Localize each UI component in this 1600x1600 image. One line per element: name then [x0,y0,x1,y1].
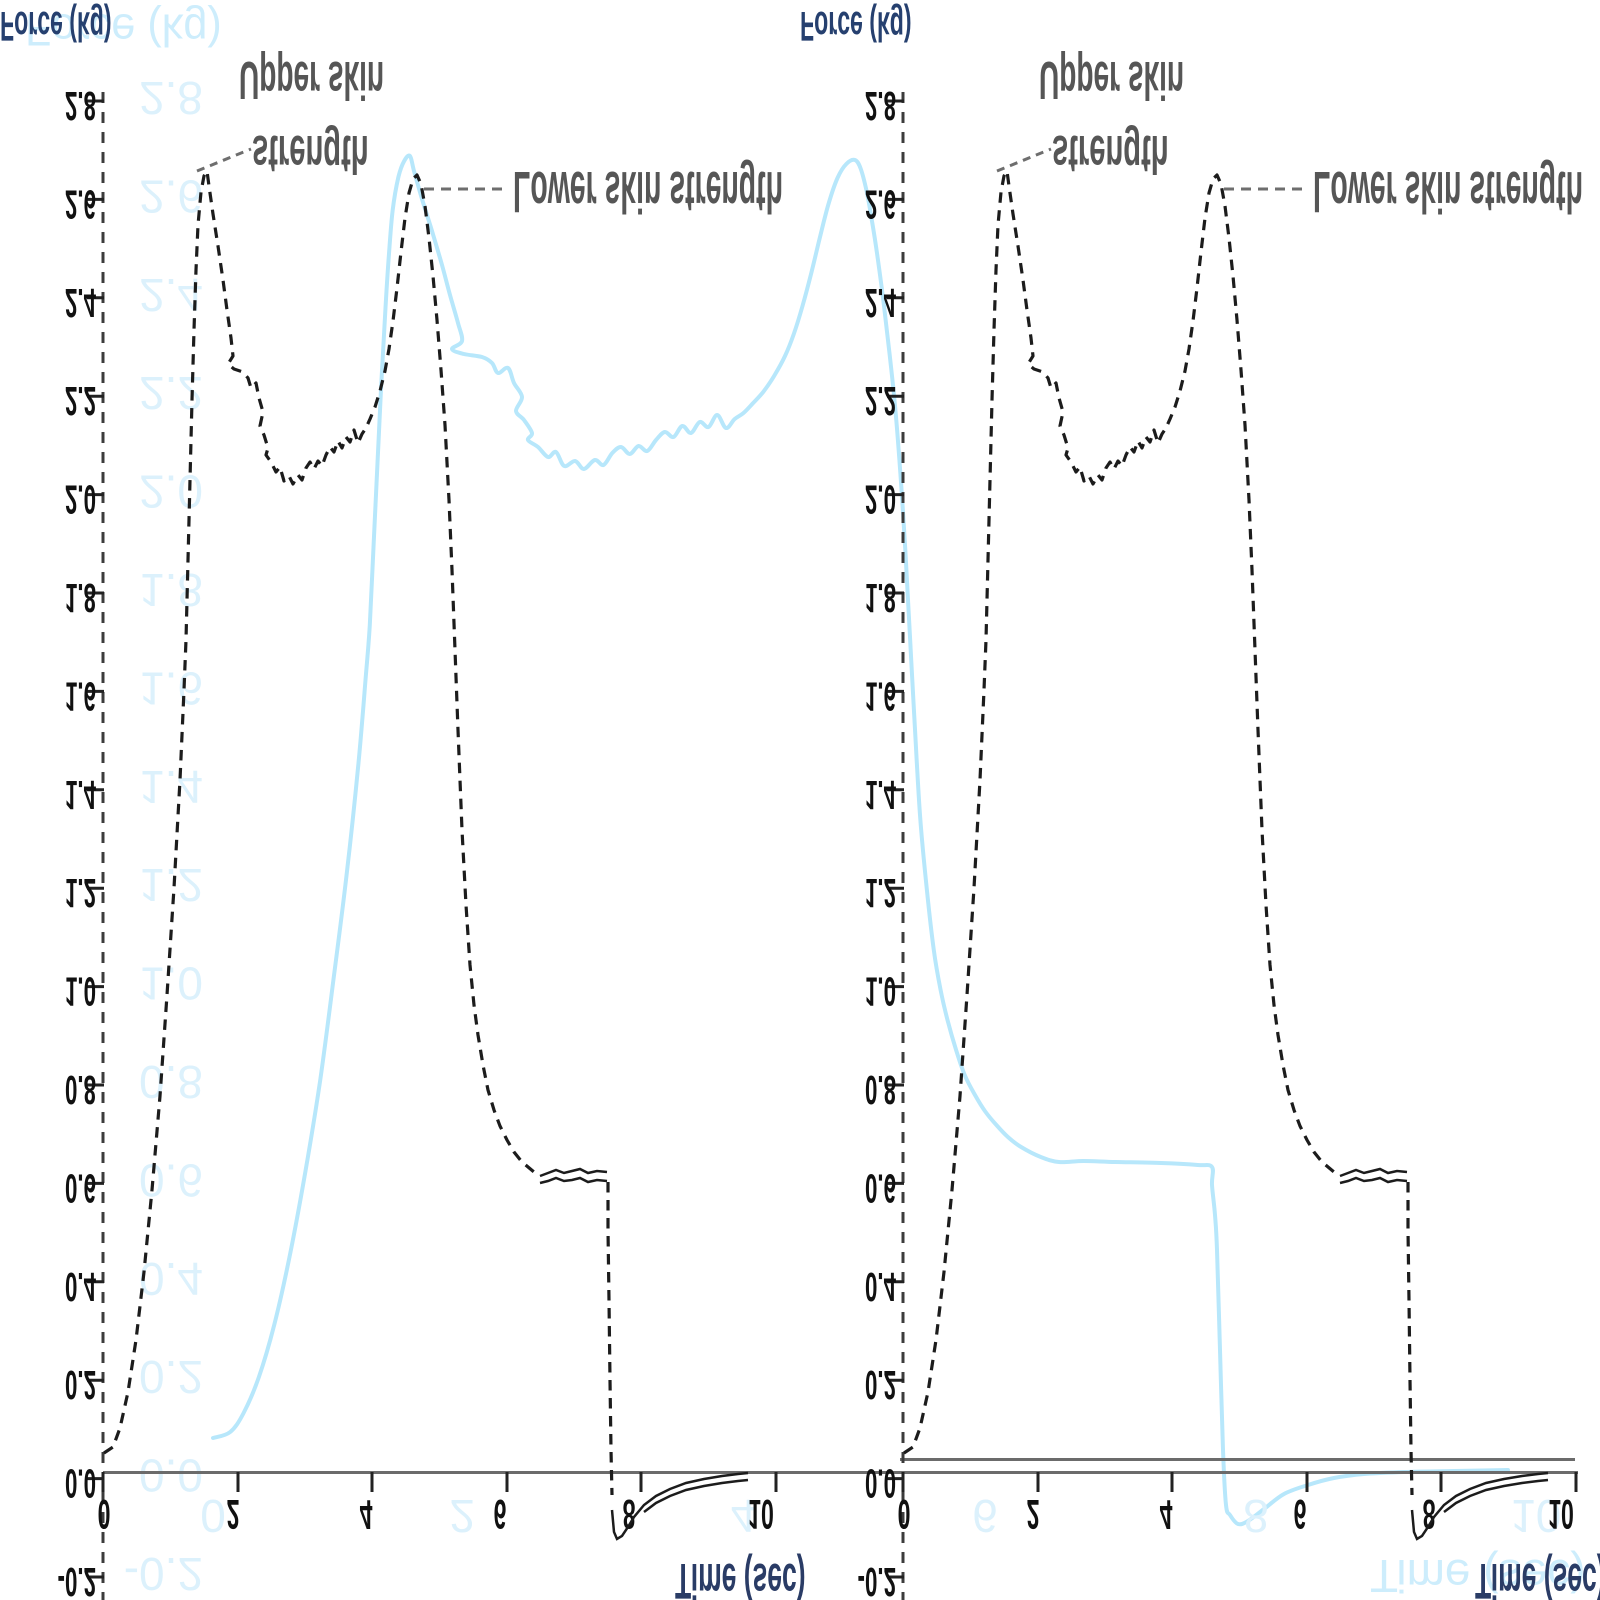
svg-text:1.0: 1.0 [139,958,203,1010]
svg-text:strength: strength [1052,124,1169,184]
svg-text:0.6: 0.6 [865,1166,896,1212]
svg-text:Time (sec): Time (sec) [1475,1553,1600,1600]
svg-text:0.4: 0.4 [65,1264,96,1310]
svg-text:0: 0 [898,1490,911,1537]
svg-text:1.2: 1.2 [139,859,203,911]
svg-text:2.2: 2.2 [865,379,896,425]
svg-text:2.8: 2.8 [865,83,896,129]
svg-text:2.6: 2.6 [65,182,96,228]
svg-text:6: 6 [972,1490,998,1542]
svg-text:1.6: 1.6 [865,674,896,720]
svg-text:2: 2 [227,1490,240,1537]
svg-text:Force (kg): Force (kg) [25,4,222,54]
svg-text:1.2: 1.2 [865,871,896,917]
svg-text:2.8: 2.8 [139,72,203,124]
svg-text:-0.2: -0.2 [124,1548,203,1600]
svg-text:2: 2 [449,1490,475,1542]
svg-text:1.2: 1.2 [65,871,96,917]
svg-text:10: 10 [1510,1490,1561,1542]
svg-text:4: 4 [1160,1490,1173,1537]
svg-text:-0.2: -0.2 [858,1559,896,1600]
svg-text:10: 10 [1548,1490,1574,1537]
svg-text:0: 0 [98,1490,111,1537]
svg-text:2.6: 2.6 [865,182,896,228]
svg-text:4: 4 [731,1490,757,1542]
svg-text:1.8: 1.8 [65,575,96,621]
svg-text:2.0: 2.0 [865,477,896,523]
svg-text:1.6: 1.6 [139,662,203,714]
svg-text:2: 2 [1027,1490,1040,1537]
svg-text:0.0: 0.0 [865,1461,896,1507]
svg-text:8: 8 [623,1490,636,1537]
svg-text:1.6: 1.6 [65,674,96,720]
svg-text:2.8: 2.8 [65,83,96,129]
svg-text:1.8: 1.8 [139,564,203,616]
svg-text:2.0: 2.0 [139,466,203,518]
svg-text:0.6: 0.6 [65,1166,96,1212]
svg-text:0.2: 0.2 [139,1351,203,1403]
svg-text:2.4: 2.4 [139,269,203,321]
svg-text:Time (sec): Time (sec) [675,1553,806,1600]
svg-text:Time (sec): Time (sec) [1370,1550,1586,1600]
svg-text:strength: strength [252,124,369,184]
svg-text:-0.2: -0.2 [58,1559,96,1600]
svg-text:Lower skin strength: Lower skin strength [1313,159,1583,224]
svg-text:0.6: 0.6 [139,1154,203,1206]
svg-text:0.2: 0.2 [865,1363,896,1409]
svg-text:8: 8 [1423,1490,1436,1537]
svg-text:0.8: 0.8 [865,1067,896,1113]
svg-text:4: 4 [360,1490,373,1537]
svg-text:Upper skin: Upper skin [1039,49,1184,109]
svg-text:Force (kg): Force (kg) [0,2,112,49]
svg-text:1.0: 1.0 [65,969,96,1015]
svg-text:0.8: 0.8 [65,1067,96,1113]
svg-text:0.8: 0.8 [139,1056,203,1108]
svg-text:8: 8 [1243,1490,1269,1542]
svg-text:0.4: 0.4 [865,1264,896,1310]
svg-text:0: 0 [200,1490,226,1542]
svg-text:2.4: 2.4 [65,280,96,326]
svg-text:2.2: 2.2 [65,379,96,425]
svg-text:Force (kg): Force (kg) [800,2,912,49]
svg-text:1.4: 1.4 [65,772,96,818]
svg-text:Upper skin: Upper skin [239,49,384,109]
svg-text:1.4: 1.4 [139,761,203,813]
svg-text:10: 10 [748,1490,774,1537]
svg-text:6: 6 [494,1490,507,1537]
svg-text:0.0: 0.0 [65,1461,96,1507]
svg-text:0.0: 0.0 [139,1450,203,1502]
svg-text:1.8: 1.8 [865,575,896,621]
svg-text:1.4: 1.4 [865,772,896,818]
svg-text:2.4: 2.4 [865,280,896,326]
svg-text:0.4: 0.4 [139,1253,203,1305]
svg-text:1.0: 1.0 [865,969,896,1015]
svg-text:2.6: 2.6 [139,170,203,222]
svg-text:0.2: 0.2 [65,1363,96,1409]
svg-text:Lower skin strength: Lower skin strength [513,159,783,224]
svg-text:2.0: 2.0 [65,477,96,523]
svg-text:6: 6 [1294,1490,1307,1537]
